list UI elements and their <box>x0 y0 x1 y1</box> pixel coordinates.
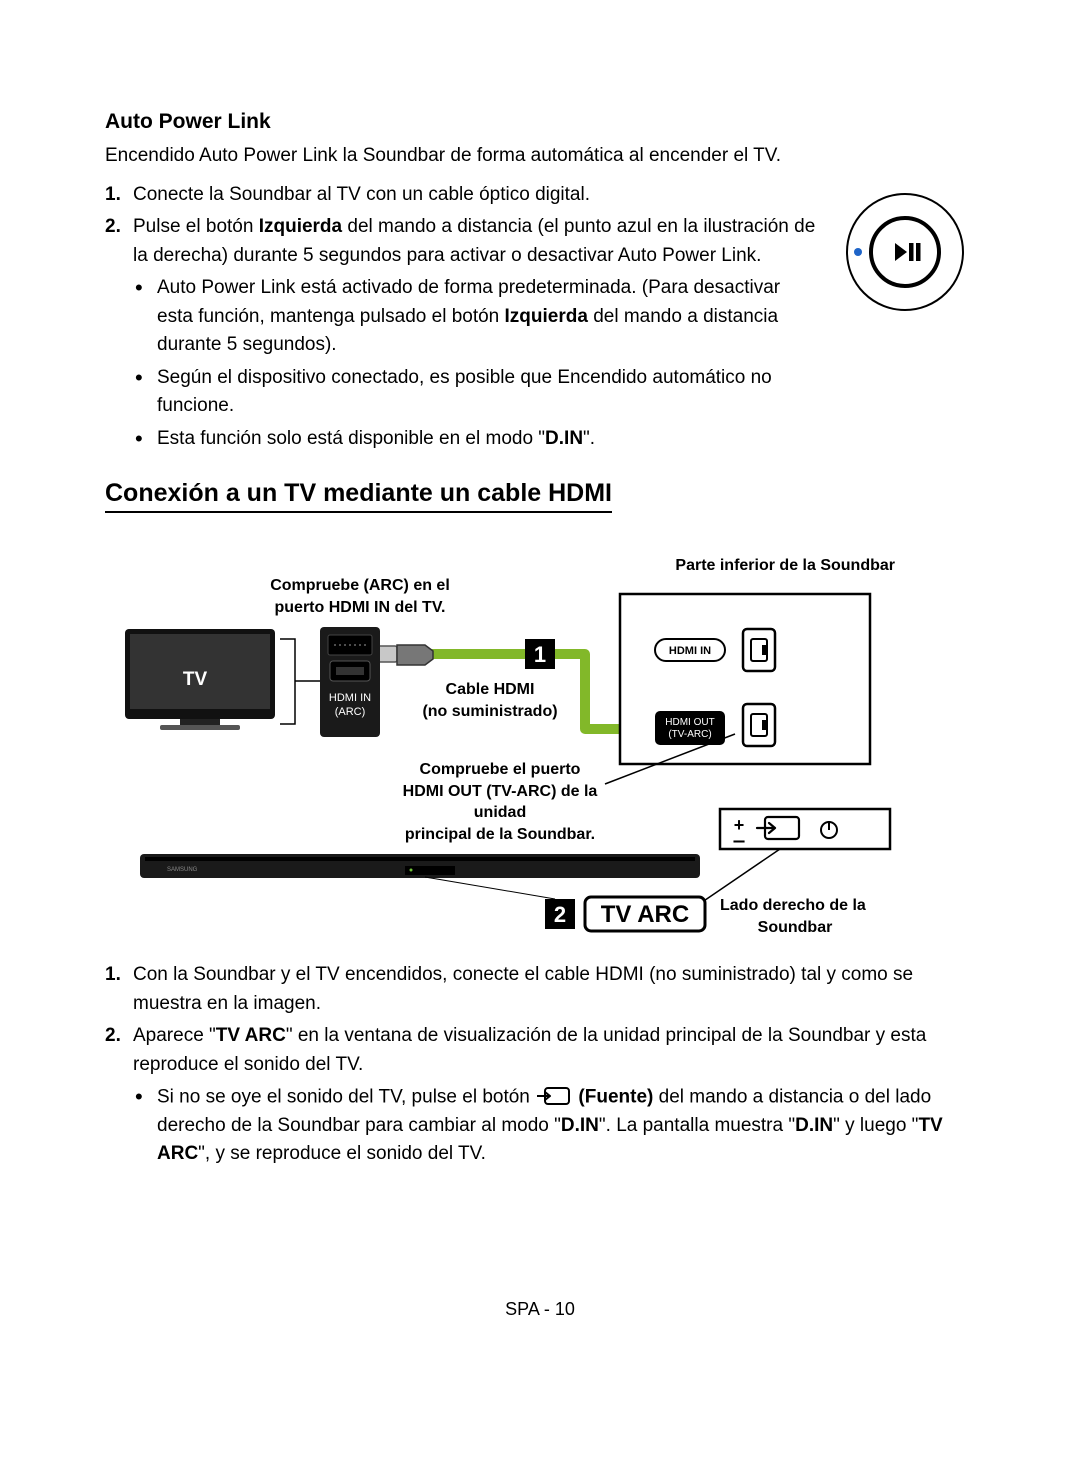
sb-bold2: D.IN <box>561 1115 599 1136</box>
label-right-side: Lado derecho de la Soundbar <box>720 895 920 938</box>
remote-button-illustration <box>835 177 975 458</box>
hdmi-step-1: 1. Con la Soundbar y el TV encendidos, c… <box>133 961 975 1018</box>
svg-text:(ARC): (ARC) <box>335 706 366 718</box>
hdmi-section-heading: Conexión a un TV mediante un cable HDMI <box>105 479 612 513</box>
step-2: 2. Pulse el botón Izquierda del mando a … <box>133 213 820 453</box>
cable-l1: Cable HDMI <box>446 681 535 698</box>
svg-text:‒: ‒ <box>732 830 745 852</box>
hdmi-step-2-number: 2. <box>105 1022 121 1051</box>
auto-power-link-body: 1. Conecte la Soundbar al TV con un cabl… <box>105 177 975 458</box>
bullet-3-post: ". <box>583 428 595 449</box>
right-side-l2: Soundbar <box>720 917 870 939</box>
sb-t3: ". La pantalla muestra " <box>599 1115 795 1136</box>
hdmi-sub-bullet: Si no se oye el sonido del TV, pulse el … <box>157 1083 975 1169</box>
step-2-pre: Pulse el botón <box>133 216 259 237</box>
bullet-3: Esta función solo está disponible en el … <box>157 425 820 454</box>
step-1-number: 1. <box>105 181 121 210</box>
svg-text:TV ARC: TV ARC <box>601 901 689 928</box>
step-1: 1. Conecte la Soundbar al TV con un cabl… <box>133 181 820 210</box>
svg-text:HDMI IN: HDMI IN <box>329 692 371 704</box>
page-footer: SPA - 10 <box>105 1299 975 1320</box>
sb-bold3: D.IN <box>795 1115 833 1136</box>
sb-t5: ", y se reproduce el sonido del TV. <box>198 1143 486 1164</box>
label-top-right: Parte inferior de la Soundbar <box>625 555 895 577</box>
source-icon <box>537 1083 571 1112</box>
diagram-svg: 1 HDMI IN (ARC) <box>125 539 945 939</box>
auto-power-link-heading: Auto Power Link <box>105 110 975 134</box>
bullet-2: Según el dispositivo conectado, es posib… <box>157 364 820 421</box>
label-cable: Cable HDMI (no suministrado) <box>405 679 575 722</box>
svg-text:2: 2 <box>554 902 566 927</box>
auto-power-link-text: 1. Conecte la Soundbar al TV con un cabl… <box>105 177 835 458</box>
check-port-l1: Compruebe el puerto <box>420 761 581 778</box>
sb-t4: " y luego " <box>833 1115 918 1136</box>
svg-text:(TV-ARC): (TV-ARC) <box>668 729 711 740</box>
svg-text:HDMI IN: HDMI IN <box>669 645 711 657</box>
play-pause-remote-icon <box>840 187 970 317</box>
svg-text:1: 1 <box>534 642 546 667</box>
right-side-l1: Lado derecho de la <box>720 897 866 914</box>
hdmi-step-2: 2. Aparece "TV ARC" en la ventana de vis… <box>133 1022 975 1169</box>
arc-note-l2: puerto HDMI IN del TV. <box>275 599 446 616</box>
bullet-1-bold: Izquierda <box>505 306 588 327</box>
hdmi-connection-diagram: 1 HDMI IN (ARC) <box>125 539 945 939</box>
bullet-3-pre: Esta función solo está disponible en el … <box>157 428 545 449</box>
hdmi-section-heading-wrap: Conexión a un TV mediante un cable HDMI <box>105 457 975 539</box>
bullet-3-bold: D.IN <box>545 428 583 449</box>
label-tv: TV <box>155 667 235 693</box>
step-1-text: Conecte la Soundbar al TV con un cable ó… <box>133 184 590 205</box>
hdmi-step-1-text: Con la Soundbar y el TV encendidos, cone… <box>133 964 913 1014</box>
step-2-bold: Izquierda <box>259 216 342 237</box>
sb-t1: Si no se oye el sonido del TV, pulse el … <box>157 1086 535 1107</box>
auto-power-link-intro: Encendido Auto Power Link la Soundbar de… <box>105 142 975 171</box>
check-port-l2: HDMI OUT (TV-ARC) de la unidad <box>403 783 598 822</box>
step-2-bullets: Auto Power Link está activado de forma p… <box>133 274 820 453</box>
hdmi-steps: 1. Con la Soundbar y el TV encendidos, c… <box>105 961 975 1169</box>
sb-bold1: (Fuente) <box>573 1086 653 1107</box>
cable-l2: (no suministrado) <box>422 703 557 720</box>
auto-power-link-steps: 1. Conecte la Soundbar al TV con un cabl… <box>105 181 820 454</box>
label-check-port: Compruebe el puerto HDMI OUT (TV-ARC) de… <box>375 759 625 845</box>
svg-text:SAMSUNG: SAMSUNG <box>167 867 198 873</box>
hdmi-step-2-bold: TV ARC <box>216 1025 286 1046</box>
step-2-number: 2. <box>105 213 121 242</box>
bullet-1: Auto Power Link está activado de forma p… <box>157 274 820 360</box>
hdmi-step-2-pre: Aparece " <box>133 1025 216 1046</box>
hdmi-step-2-bullets: Si no se oye el sonido del TV, pulse el … <box>133 1083 975 1169</box>
arc-note-l1: Compruebe (ARC) en el <box>270 577 450 594</box>
label-arc-note: Compruebe (ARC) en el puerto HDMI IN del… <box>255 575 465 618</box>
hdmi-step-1-number: 1. <box>105 961 121 990</box>
document-page: Auto Power Link Encendido Auto Power Lin… <box>0 0 1080 1380</box>
check-port-l3: principal de la Soundbar. <box>405 826 595 843</box>
svg-text:HDMI OUT: HDMI OUT <box>665 717 714 728</box>
